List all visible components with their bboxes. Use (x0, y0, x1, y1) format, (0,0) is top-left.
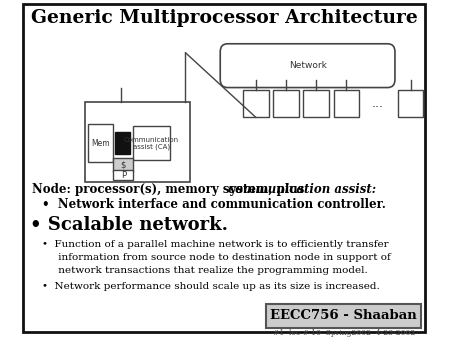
Bar (243, 90, 269, 117)
Bar (303, 90, 329, 117)
Bar (133, 126, 170, 160)
Text: • Scalable network.: • Scalable network. (30, 216, 228, 234)
Text: Generic Multiprocessor Architecture: Generic Multiprocessor Architecture (32, 9, 418, 27)
Bar (85, 102, 190, 182)
Text: Communication
assist (CA): Communication assist (CA) (124, 137, 179, 150)
Bar (113, 158, 133, 172)
Text: P: P (121, 171, 126, 179)
Text: Mem: Mem (91, 139, 110, 148)
Text: •  Network performance should scale up as its size is increased.: • Network performance should scale up as… (42, 282, 380, 291)
Bar (115, 132, 130, 154)
Text: communication assist:: communication assist: (228, 183, 376, 196)
Text: Network: Network (288, 61, 327, 70)
FancyBboxPatch shape (220, 44, 395, 88)
Text: •  Network interface and communication controller.: • Network interface and communication co… (42, 198, 386, 212)
Text: EECC756 - Shaaban: EECC756 - Shaaban (270, 309, 417, 322)
Text: Node: processor(s), memory system, plus: Node: processor(s), memory system, plus (32, 183, 308, 196)
Text: $: $ (121, 161, 126, 170)
Text: information from source node to destination node in support of: information from source node to destinat… (42, 253, 391, 262)
Text: ...: ... (372, 97, 383, 110)
Text: #1  lec # 10  Spring2002  4-23-2002: #1 lec # 10 Spring2002 4-23-2002 (273, 329, 415, 337)
Bar (398, 90, 423, 117)
Bar (88, 124, 113, 162)
Bar (333, 90, 359, 117)
Bar (273, 90, 299, 117)
Bar (266, 305, 422, 328)
Bar (113, 170, 133, 180)
Text: network transactions that realize the programming model.: network transactions that realize the pr… (42, 266, 368, 275)
Text: •  Function of a parallel machine network is to efficiently transfer: • Function of a parallel machine network… (42, 240, 388, 249)
